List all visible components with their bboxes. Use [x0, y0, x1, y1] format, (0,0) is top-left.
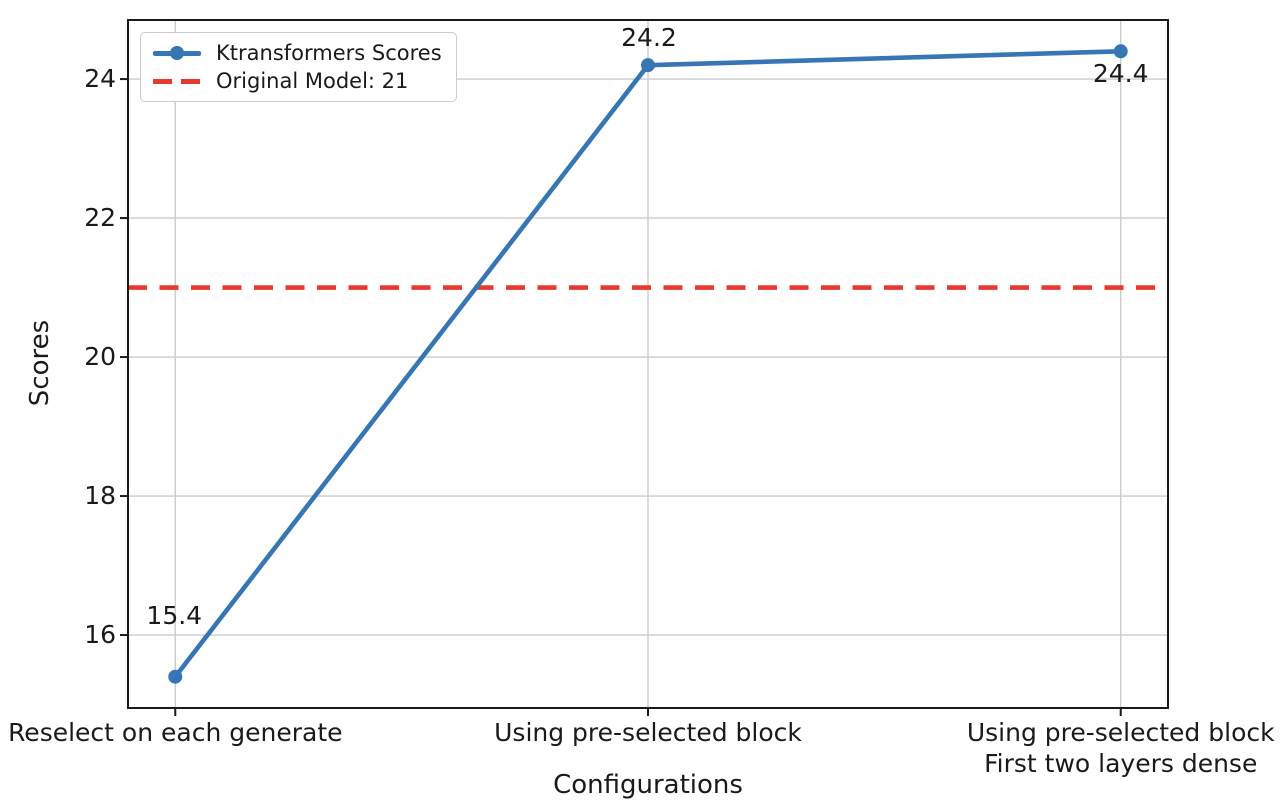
y-tick-label: 20: [84, 342, 116, 372]
dashed-line-icon: [153, 73, 201, 89]
legend-item-original-model: Original Model: 21: [153, 68, 442, 94]
data-point-value-label: 24.4: [1092, 59, 1149, 89]
x-axis-title: Configurations: [553, 770, 743, 800]
data-point-marker: [168, 669, 183, 684]
y-tick-label: 18: [84, 481, 116, 511]
y-tick-label: 24: [84, 64, 116, 94]
legend-label: Ktransformers Scores: [216, 41, 442, 65]
x-tick-label: Using pre-selected block: [494, 718, 802, 747]
legend-label: Original Model: 21: [216, 69, 409, 93]
data-point-marker: [1113, 44, 1128, 59]
axes-spines: [127, 19, 1169, 709]
legend-item-ktransformers-scores: Ktransformers Scores: [153, 40, 442, 66]
y-tick-label: 16: [84, 620, 116, 650]
x-tick-label: Using pre-selected block First two layers…: [966, 718, 1275, 778]
y-tick-label: 22: [84, 203, 116, 233]
data-point-value-label: 24.2: [621, 23, 677, 53]
data-point-marker: [641, 58, 655, 73]
y-axis-title: Scores: [25, 319, 55, 407]
data-point-value-label: 15.4: [146, 600, 203, 630]
line-with-dot-icon: [153, 45, 201, 61]
x-tick-label: Reselect on each generate: [8, 718, 343, 747]
legend: Ktransformers Scores Original Model: 21: [140, 32, 457, 102]
